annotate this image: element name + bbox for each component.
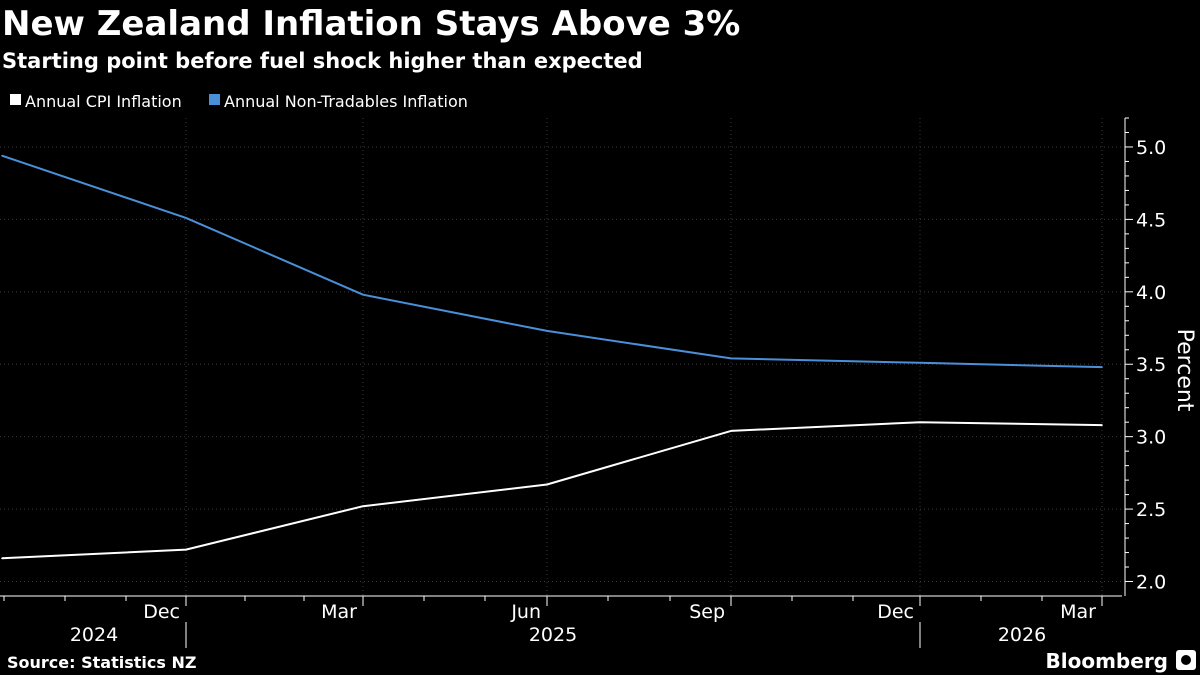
non-tradables-data-point xyxy=(1,154,3,157)
y-tick-label: 4.5 xyxy=(1136,209,1166,231)
gridlines xyxy=(0,118,1122,596)
x-tick-label: Dec xyxy=(143,601,180,623)
chart-subtitle: Starting point before fuel shock higher … xyxy=(2,49,643,73)
source-note: Source: Statistics NZ xyxy=(7,653,196,672)
x-year-label: 2025 xyxy=(529,624,577,646)
y-tick-label: 3.5 xyxy=(1136,354,1166,376)
non-tradables-data-point xyxy=(546,330,548,332)
bloomberg-logo-icon xyxy=(1176,650,1196,670)
brand-logo-text: Bloomberg xyxy=(1046,649,1168,673)
cpi-data-point xyxy=(546,483,548,486)
x-tick-label: Mar xyxy=(1060,601,1096,623)
legend-label-cpi: Annual CPI Inflation xyxy=(25,92,182,111)
x-tick-label: Sep xyxy=(689,601,725,623)
cpi-data-point xyxy=(1101,424,1103,426)
y-tick-label: 3.0 xyxy=(1136,427,1166,449)
cpi-data-point xyxy=(919,421,921,423)
y-tick-label: 2.5 xyxy=(1136,499,1166,521)
y-tick-label: 4.0 xyxy=(1136,282,1166,304)
x-tick-label: Mar xyxy=(321,601,357,623)
y-tick-label: 2.0 xyxy=(1136,572,1166,594)
non-tradables-data-point xyxy=(1101,366,1103,368)
x-axis: Dec Mar Jun Sep Dec Mar 2024 2025 2026 xyxy=(0,595,1122,648)
cpi-data-point xyxy=(1,557,3,560)
series-line-cpi xyxy=(1,421,1103,560)
non-tradables-data-point xyxy=(730,357,732,360)
legend-swatch-cpi xyxy=(10,94,21,105)
x-tick-label: Dec xyxy=(877,601,914,623)
legend: Annual CPI Inflation Annual Non-Tradable… xyxy=(10,92,468,111)
cpi-data-point xyxy=(730,430,732,432)
y-axis: 2.0 2.5 3.0 3.5 4.0 4.5 5.0 xyxy=(1124,117,1166,596)
y-axis-title: Percent xyxy=(1172,329,1197,412)
chart-title: New Zealand Inflation Stays Above 3% xyxy=(2,4,740,44)
series-lines xyxy=(1,154,1103,560)
series-line-non-tradables xyxy=(1,154,1103,369)
non-tradables-data-point xyxy=(919,361,921,364)
legend-label-non-tradables: Annual Non-Tradables Inflation xyxy=(224,92,468,111)
legend-swatch-non-tradables xyxy=(209,94,220,105)
y-tick-label: 5.0 xyxy=(1136,137,1166,159)
x-year-label: 2026 xyxy=(998,624,1046,646)
non-tradables-data-point xyxy=(185,217,187,219)
x-tick-label: Jun xyxy=(510,601,541,623)
cpi-data-point xyxy=(362,505,364,507)
x-year-label: 2024 xyxy=(70,624,118,646)
cpi-data-point xyxy=(185,548,187,551)
non-tradables-data-point xyxy=(362,293,364,296)
